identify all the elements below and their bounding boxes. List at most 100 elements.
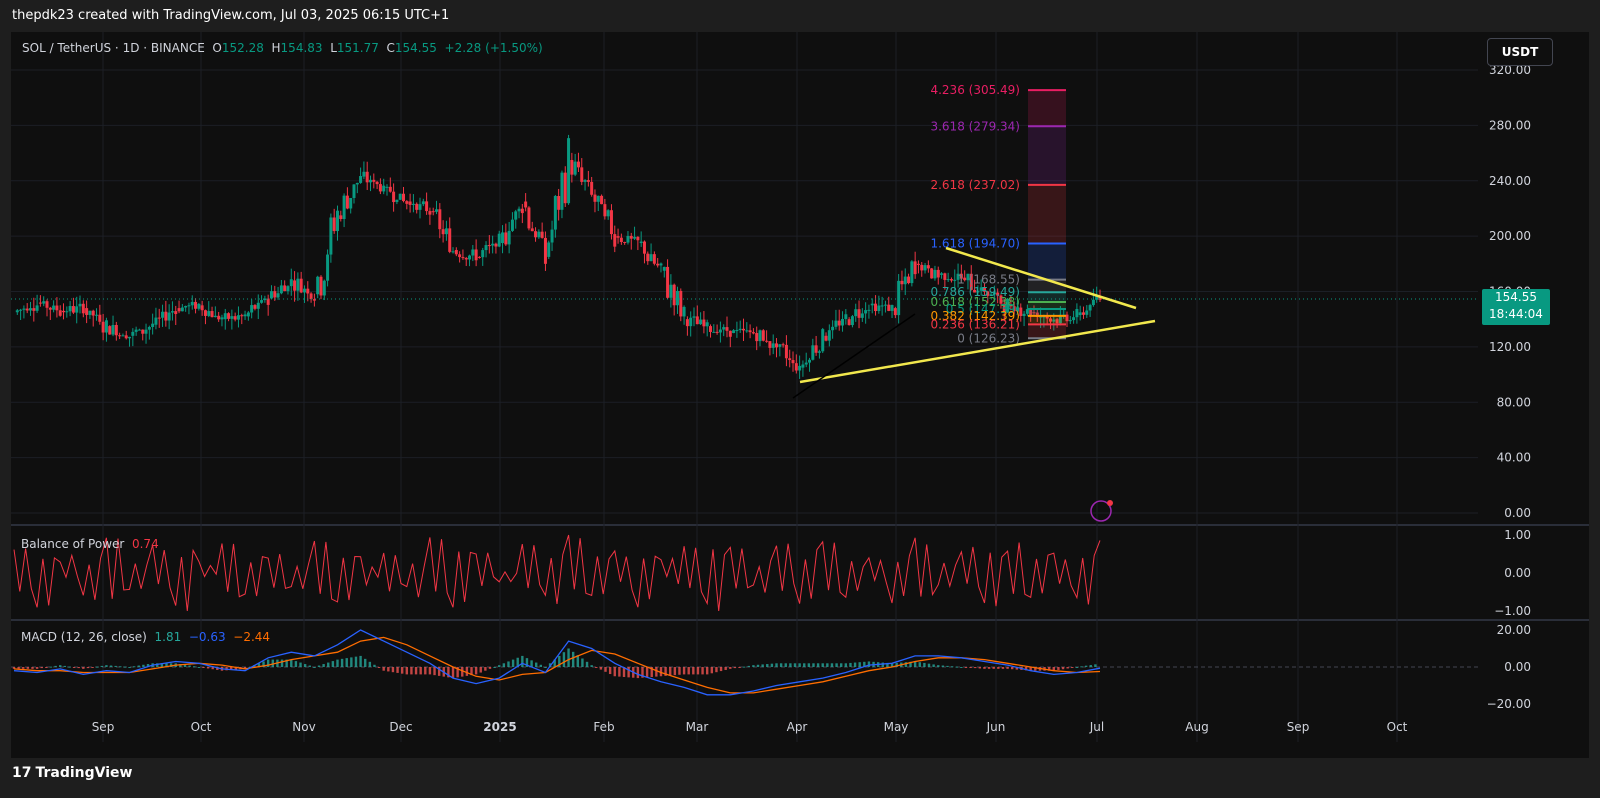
macd-hist-bar: [858, 662, 861, 667]
candle-body: [398, 193, 402, 200]
candle-body: [1045, 316, 1049, 319]
candle-body: [425, 201, 429, 212]
macd-hist-bar: [1010, 667, 1014, 670]
fib-zone: [1028, 90, 1066, 127]
candle-body: [42, 301, 46, 304]
candle-body: [580, 167, 584, 182]
macd-hist-bar: [72, 667, 76, 668]
candle-body: [312, 299, 316, 301]
candle-body: [243, 314, 247, 317]
candle-body: [903, 276, 907, 285]
macd-hist-bar: [327, 662, 330, 667]
macd-hist-bar: [193, 666, 196, 668]
time-axis-tick: Oct: [1387, 720, 1408, 734]
macd-hist-bar: [336, 659, 339, 667]
macd-hist-bar: [645, 667, 649, 678]
candle-body: [309, 293, 313, 300]
macd-hist-bar: [766, 664, 769, 667]
candle-body: [164, 311, 168, 321]
macd-hist-bar: [599, 667, 603, 670]
candle-body: [973, 289, 977, 293]
candle-body: [563, 172, 567, 204]
candle-body: [32, 308, 36, 311]
macd-hist-bar: [807, 663, 811, 667]
macd-line-value: −0.63: [188, 630, 226, 644]
candle-body: [269, 291, 273, 299]
last-price-tag: 154.55 18:44:04: [1482, 289, 1550, 325]
macd-hist-bar: [511, 659, 515, 667]
macd-hist-bar: [1057, 667, 1060, 670]
candle-body: [606, 210, 610, 217]
macd-hist-bar: [779, 663, 783, 667]
macd-hist-bar: [853, 662, 857, 667]
fib-zone: [1028, 324, 1066, 339]
candle-body: [992, 292, 996, 295]
macd-hist-bar: [128, 667, 131, 668]
candle-body: [91, 310, 95, 316]
candle-body: [217, 315, 221, 320]
macd-hist-bar: [886, 662, 889, 667]
candle-body: [907, 276, 911, 284]
macd-hist-bar: [63, 665, 67, 667]
macd-hist-bar: [535, 662, 538, 667]
time-axis-tick: Sep: [1287, 720, 1310, 734]
chart-area[interactable]: [11, 32, 1589, 758]
grid-lines: [11, 32, 1478, 742]
candle-body: [418, 204, 422, 210]
candle-body: [335, 210, 339, 232]
macd-hist-bar: [1094, 664, 1097, 667]
alert-dot: [1107, 500, 1113, 506]
candle-body: [29, 308, 33, 311]
macd-hist-bar: [613, 667, 616, 677]
macd-legend: MACD (12, 26, close) 1.81 −0.63 −2.44: [21, 630, 270, 644]
candle-body: [946, 279, 950, 281]
macd-hist-bar: [280, 659, 284, 667]
candle-body: [464, 257, 468, 260]
macd-title[interactable]: MACD (12, 26, close): [21, 630, 147, 644]
candle-body: [128, 336, 132, 339]
candle-body: [141, 329, 145, 334]
macd-hist-bar: [373, 664, 376, 667]
macd-hist-bar: [927, 663, 931, 667]
macd-hist-bar: [142, 664, 145, 667]
candle-body: [71, 306, 75, 313]
macd-hist-bar: [77, 667, 80, 669]
candle-body: [553, 196, 557, 230]
candle-body: [629, 235, 633, 239]
macd-hist-bar: [581, 658, 584, 667]
macd-hist-bar: [82, 667, 85, 669]
candle-body: [471, 249, 475, 256]
macd-hist-bar: [835, 663, 838, 667]
macd-hist-bar: [266, 659, 270, 667]
bop-title[interactable]: Balance of Power: [21, 537, 125, 551]
candle-body: [659, 263, 663, 266]
candle-body: [501, 232, 505, 244]
macd-hist-bar: [816, 663, 820, 667]
footer-bar: [0, 758, 1600, 798]
macd-hist-bar: [410, 667, 413, 675]
candle-body: [388, 186, 392, 192]
low-label: L: [330, 41, 337, 55]
macd-hist-bar: [433, 667, 436, 676]
currency-button[interactable]: USDT: [1487, 38, 1553, 66]
candle-body: [451, 251, 455, 253]
candle-body: [788, 358, 792, 361]
macd-hist-bar: [904, 662, 908, 667]
candle-body: [742, 328, 746, 331]
candle-body: [118, 335, 122, 337]
macd-hist-bar: [350, 657, 353, 667]
candle-body: [636, 236, 640, 241]
candle-body: [200, 305, 204, 311]
symbol-name[interactable]: SOL / TetherUS · 1D · BINANCE: [22, 41, 205, 55]
macd-hist-bar: [909, 661, 912, 667]
candle-body: [1091, 299, 1095, 306]
macd-hist-bar: [890, 663, 894, 667]
macd-hist-bar: [132, 666, 136, 668]
tradingview-logo[interactable]: 𝟭𝟳 TradingView: [12, 753, 132, 793]
macd-hist-bar: [950, 666, 954, 668]
candle-body: [1058, 314, 1062, 324]
macd-hist-bar: [447, 667, 450, 678]
macd-hist-bar: [1047, 667, 1051, 671]
fib-level-label: 0.382 (142.39): [930, 309, 1020, 323]
